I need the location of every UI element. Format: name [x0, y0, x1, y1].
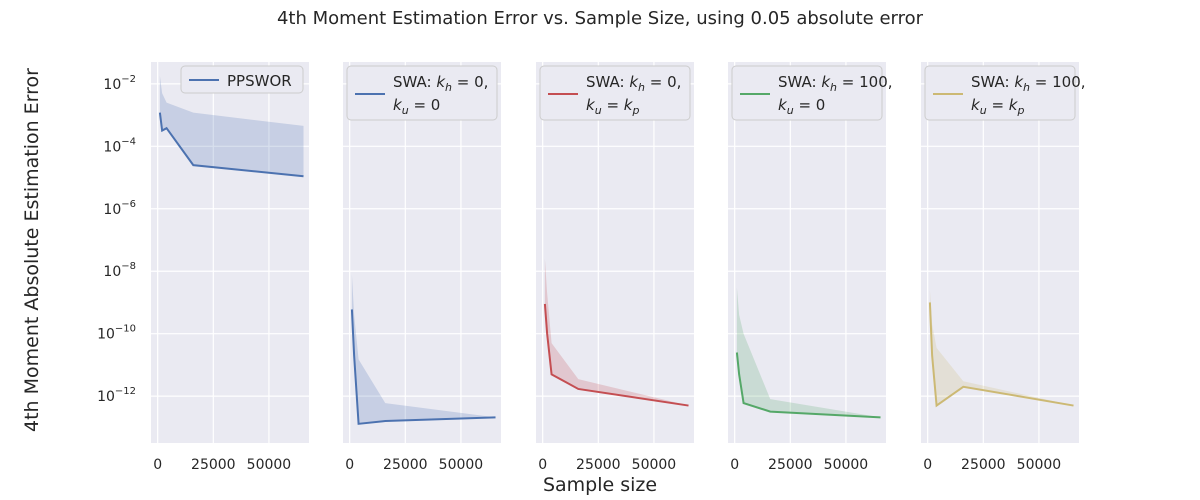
- confidence-band: [929, 290, 1074, 406]
- y-tick-label: 10−4: [103, 136, 136, 155]
- series-line: [543, 303, 689, 407]
- x-tick-label: 50000: [1017, 457, 1062, 473]
- legend-text: ku = 0: [778, 96, 825, 117]
- legend-text: ku = kp: [586, 96, 639, 117]
- legend: SWA: kh = 100,ku = 0: [731, 65, 893, 121]
- legend-box: [180, 65, 304, 94]
- legend-text: SWA: kh = 0,: [586, 73, 681, 94]
- legend: SWA: kh = 0,ku = 0: [346, 65, 498, 121]
- x-tick-label: 0: [345, 457, 354, 473]
- x-tick-label: 25000: [576, 457, 621, 473]
- subplot-1: 0 25000 50000 10−2 10−4 10−6 10−8 10−10 10−12 PPS…: [97, 62, 309, 473]
- confidence-band: [351, 274, 496, 424]
- x-tick-label: 0: [730, 457, 739, 473]
- x-tick-label: 50000: [247, 457, 292, 473]
- x-tick-label: 50000: [632, 457, 677, 473]
- y-tick-label: 10−6: [103, 199, 136, 218]
- legend: PPSWOR: [180, 65, 304, 94]
- plot-background: [728, 62, 886, 443]
- x-tick-label: 50000: [439, 457, 484, 473]
- series-line: [928, 302, 1074, 408]
- legend-text: ku = kp: [971, 96, 1024, 117]
- legend-text: ku = 0: [393, 96, 440, 117]
- plot-background: [343, 62, 501, 443]
- legend-text: PPSWOR: [227, 72, 292, 90]
- x-tick-label: 0: [153, 457, 162, 473]
- legend-text: SWA: kh = 100,: [971, 73, 1086, 94]
- x-tick-label: 25000: [768, 457, 813, 473]
- x-axis-label: Sample size: [543, 474, 657, 496]
- x-tick-label: 0: [538, 457, 547, 473]
- y-tick-label: 10−2: [103, 74, 136, 93]
- x-tick-label: 25000: [191, 457, 236, 473]
- confidence-band: [736, 287, 881, 418]
- subplots: 0 25000 50000 10−2 10−4 10−6 10−8 10−10 10−12 PPS…: [97, 62, 1086, 473]
- chart-title: 4th Moment Estimation Error vs. Sample S…: [277, 8, 924, 29]
- y-tick-label: 10−10: [97, 324, 136, 343]
- confidence-band: [159, 75, 304, 177]
- x-tick-label: 25000: [383, 457, 428, 473]
- y-axis-label: 4th Moment Absolute Estimation Error: [21, 68, 43, 432]
- x-tick-label: 0: [923, 457, 932, 473]
- legend-box: [539, 65, 691, 121]
- subplot-3: 0 25000 50000 SWA: kh = 0,ku = kp: [536, 62, 694, 473]
- series-line: [735, 352, 881, 419]
- series-line: [158, 112, 304, 178]
- subplot-2: 0 25000 50000 SWA: kh = 0,ku = 0: [343, 62, 501, 473]
- subplot-4: 0 25000 50000 SWA: kh = 100,ku = 0: [728, 62, 893, 473]
- legend: SWA: kh = 100,ku = kp: [924, 65, 1086, 121]
- series-line: [350, 309, 496, 425]
- x-tick-label: 25000: [961, 457, 1006, 473]
- legend-box: [731, 65, 883, 121]
- legend-text: SWA: kh = 100,: [778, 73, 893, 94]
- legend: SWA: kh = 0,ku = kp: [539, 65, 691, 121]
- legend-box: [346, 65, 498, 121]
- legend-box: [924, 65, 1076, 121]
- x-tick-label: 50000: [824, 457, 869, 473]
- plot-background: [921, 62, 1079, 443]
- subplot-5: 0 25000 50000 SWA: kh = 100,ku = kp: [921, 62, 1086, 473]
- plot-background: [151, 62, 309, 443]
- legend-text: SWA: kh = 0,: [393, 73, 488, 94]
- y-tick-label: 10−12: [97, 386, 136, 405]
- y-tick-label: 10−8: [103, 261, 136, 280]
